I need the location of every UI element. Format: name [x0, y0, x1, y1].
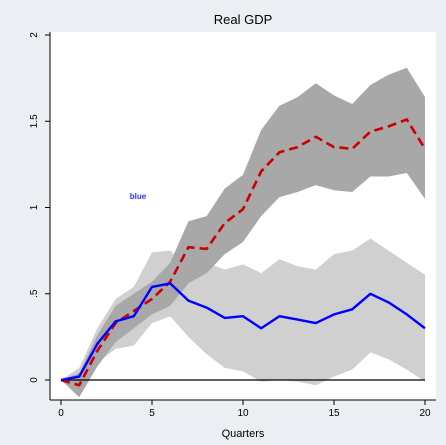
y-tick-label: 1 [29, 204, 40, 210]
y-tick-label: .5 [29, 289, 40, 298]
confidence-band-red [61, 67, 425, 398]
series-line-blue [60, 282, 426, 382]
y-tick-label: 2 [29, 32, 40, 38]
y-tick-label: 1.5 [29, 114, 40, 128]
x-tick-label: 15 [328, 408, 340, 419]
confidence-bands [61, 67, 425, 398]
y-tick-label: 0 [29, 377, 40, 383]
chart-title: Real GDP [214, 12, 273, 27]
x-tick-label: 10 [237, 408, 249, 419]
series-lines [60, 118, 427, 387]
x-axis-label: Quarters [222, 428, 265, 440]
confidence-band-blue [61, 238, 425, 389]
x-tick-label: 5 [149, 408, 155, 419]
axes: 0.511.520 5 10 15 20 [29, 32, 436, 419]
x-tick-label: 0 [58, 408, 64, 419]
x-tick-label: 20 [419, 408, 431, 419]
annotation-blue: blue [130, 192, 147, 201]
